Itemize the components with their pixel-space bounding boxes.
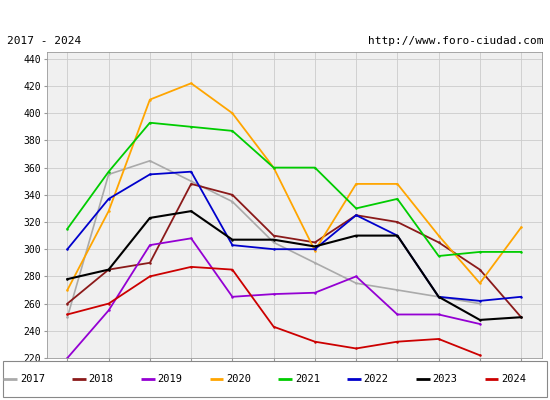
Text: 2022: 2022 [364,374,389,384]
Text: http://www.foro-ciudad.com: http://www.foro-ciudad.com [368,36,543,46]
Text: 2017: 2017 [20,374,45,384]
Text: 2023: 2023 [432,374,458,384]
Text: Evolucion del paro registrado en La Roda de Andalucía: Evolucion del paro registrado en La Roda… [53,8,497,22]
Text: 2017 - 2024: 2017 - 2024 [7,36,81,46]
Text: 2020: 2020 [226,374,251,384]
FancyBboxPatch shape [3,360,547,398]
Text: 2019: 2019 [157,374,183,384]
Text: 2021: 2021 [295,374,320,384]
Text: 2024: 2024 [501,374,526,384]
Text: 2018: 2018 [89,374,114,384]
